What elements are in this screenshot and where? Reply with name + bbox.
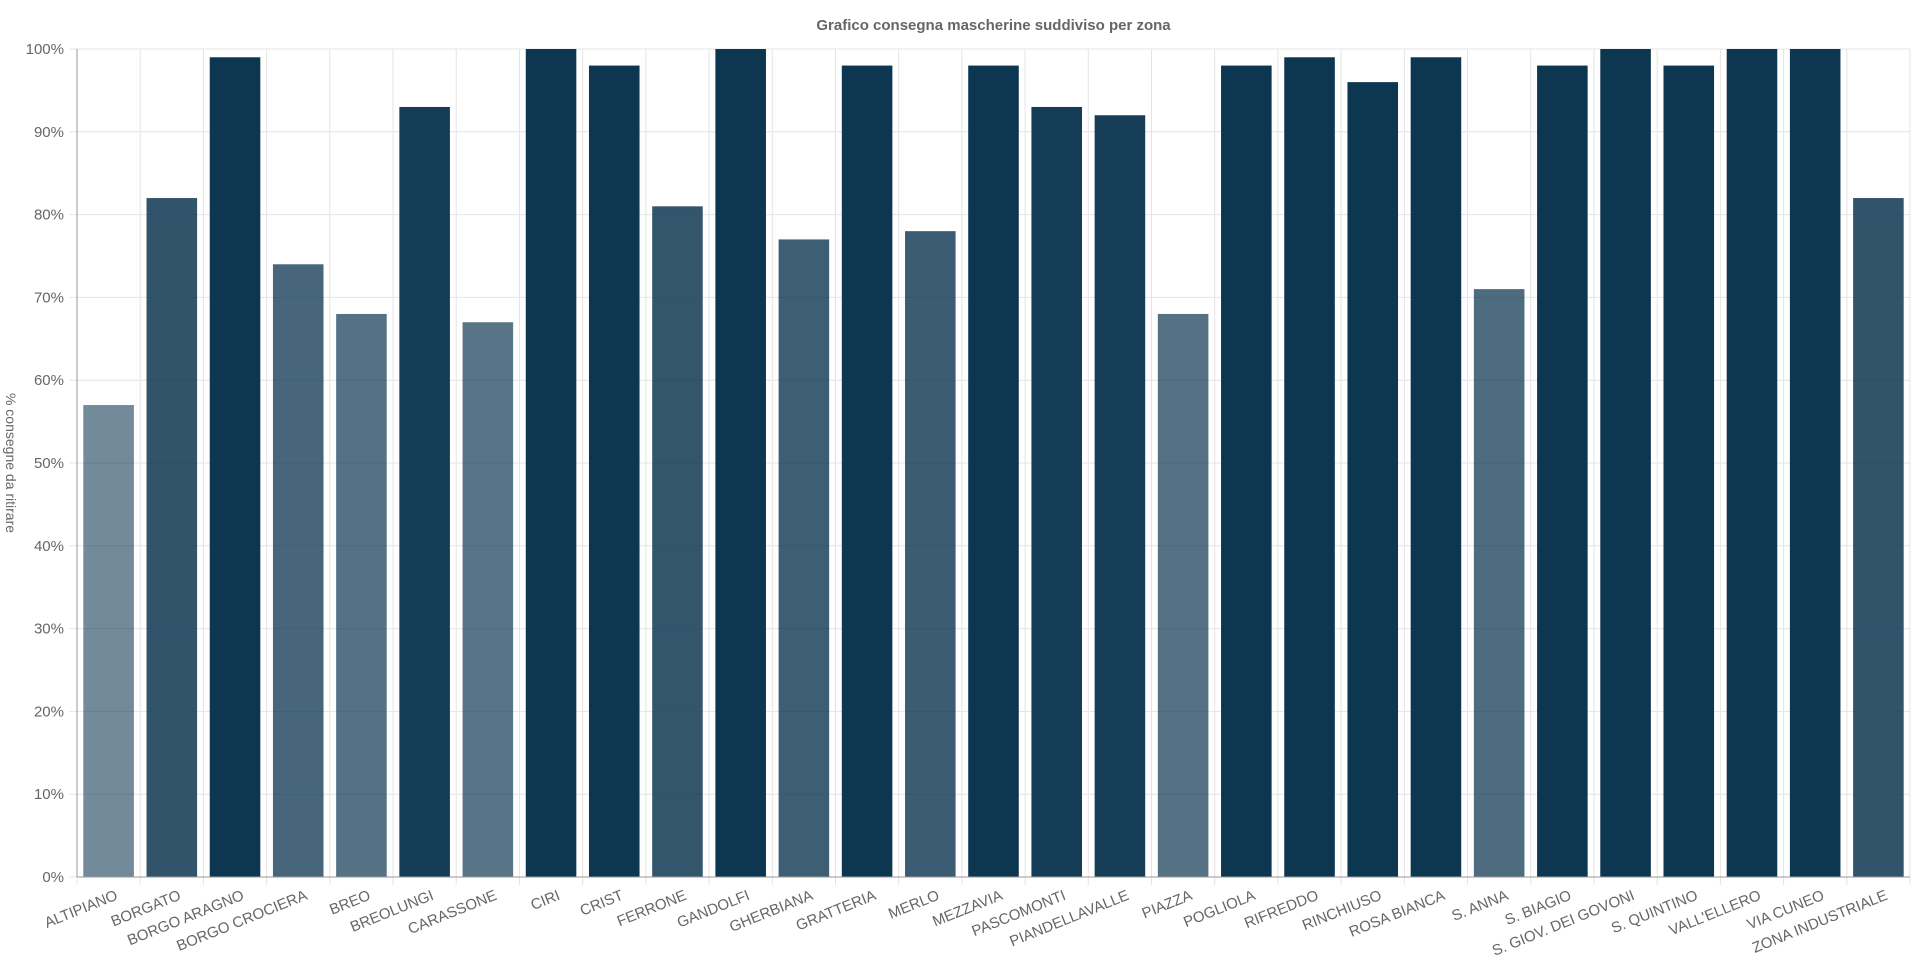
y-tick-label: 70% — [34, 289, 64, 306]
bar — [83, 405, 134, 877]
bar — [841, 65, 893, 877]
y-tick-labels: 0% 10% 20% 30% 40% 50% 60% 70% 80% 90% 100% — [26, 41, 64, 886]
bar — [1410, 57, 1462, 877]
bar — [968, 65, 1019, 877]
y-tick-label: 30% — [34, 621, 64, 638]
bar — [1221, 65, 1272, 877]
bar — [462, 322, 514, 877]
y-tick-label: 20% — [34, 703, 64, 720]
y-tick-label: 50% — [34, 455, 64, 472]
axes — [76, 49, 1910, 878]
bar — [525, 49, 577, 877]
bar — [272, 264, 324, 877]
y-tick-label: 80% — [34, 207, 64, 224]
bar — [336, 313, 387, 878]
chart-title: Grafico consegna mascherine suddiviso pe… — [816, 17, 1171, 34]
bars — [83, 49, 1904, 878]
bar — [1663, 65, 1715, 877]
bar — [652, 206, 703, 877]
y-tick-label: 0% — [42, 869, 64, 886]
bar — [905, 231, 956, 877]
bar — [1537, 65, 1588, 877]
bar — [1600, 49, 1651, 877]
y-tick-label: 10% — [34, 786, 64, 803]
bar — [1094, 115, 1146, 878]
bar — [778, 239, 830, 877]
bar — [1157, 313, 1209, 878]
y-tick-label: 100% — [26, 41, 64, 58]
bar — [715, 49, 766, 877]
y-tick-label: 90% — [34, 124, 64, 141]
bar — [399, 106, 450, 877]
x-category-label: CIRI — [528, 887, 562, 914]
y-tick-label: 40% — [34, 538, 64, 555]
bar — [1726, 49, 1778, 877]
bar — [1789, 49, 1841, 877]
x-category-label: S. ANNA — [1449, 887, 1510, 925]
bar — [1284, 57, 1335, 877]
bar — [588, 65, 640, 877]
x-category-label: ALTIPIANO — [42, 887, 120, 932]
bar — [1853, 198, 1904, 878]
bar — [1347, 82, 1399, 878]
bar — [209, 57, 261, 877]
y-tick-label: 60% — [34, 372, 64, 389]
bar — [1473, 289, 1525, 877]
bar — [146, 198, 198, 878]
y-axis-label: % consegne da ritirare — [3, 393, 19, 533]
bar — [1031, 106, 1082, 877]
